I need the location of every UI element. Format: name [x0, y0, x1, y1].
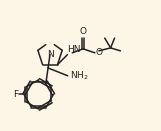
Text: O: O: [96, 48, 103, 57]
Text: HN: HN: [67, 45, 81, 54]
Text: NH$_2$: NH$_2$: [70, 70, 88, 82]
Text: O: O: [80, 27, 87, 36]
Text: F: F: [13, 90, 18, 99]
Text: N: N: [47, 50, 53, 59]
